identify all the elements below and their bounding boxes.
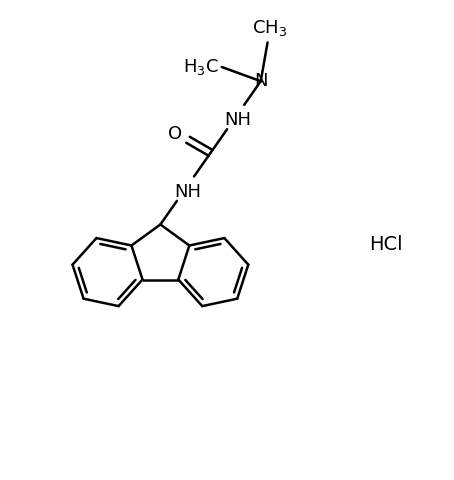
Text: N: N bbox=[254, 72, 267, 90]
Text: NH: NH bbox=[174, 182, 201, 201]
Text: CH$_3$: CH$_3$ bbox=[252, 18, 287, 38]
Text: HCl: HCl bbox=[369, 236, 403, 254]
Text: NH: NH bbox=[224, 111, 251, 129]
Text: H$_3$C: H$_3$C bbox=[183, 57, 219, 77]
Text: O: O bbox=[168, 125, 183, 143]
